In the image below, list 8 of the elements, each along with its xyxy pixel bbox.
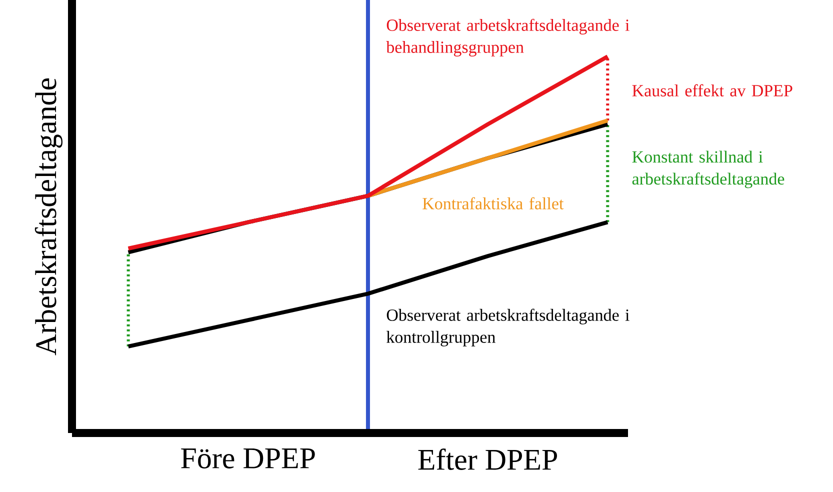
x-tick-label: Före DPEP	[181, 448, 315, 468]
text: Kausal effekt av DPEP	[632, 84, 792, 96]
series-label: Observerat arbetskraftsdeltagande i kontrollgruppen	[386, 308, 630, 346]
series-label: Kontrafaktiska fallet	[422, 197, 564, 210]
text: Konstant skillnad i arbetskraftsdeltagande	[632, 150, 784, 188]
y-axis-title: Arbetskraftsdeltagande	[34, 78, 62, 356]
series-label: Observerat arbetskraftsdeltagande i behandlingsgruppen	[386, 18, 630, 56]
x-tick-label: Efter DPEP	[418, 448, 557, 470]
